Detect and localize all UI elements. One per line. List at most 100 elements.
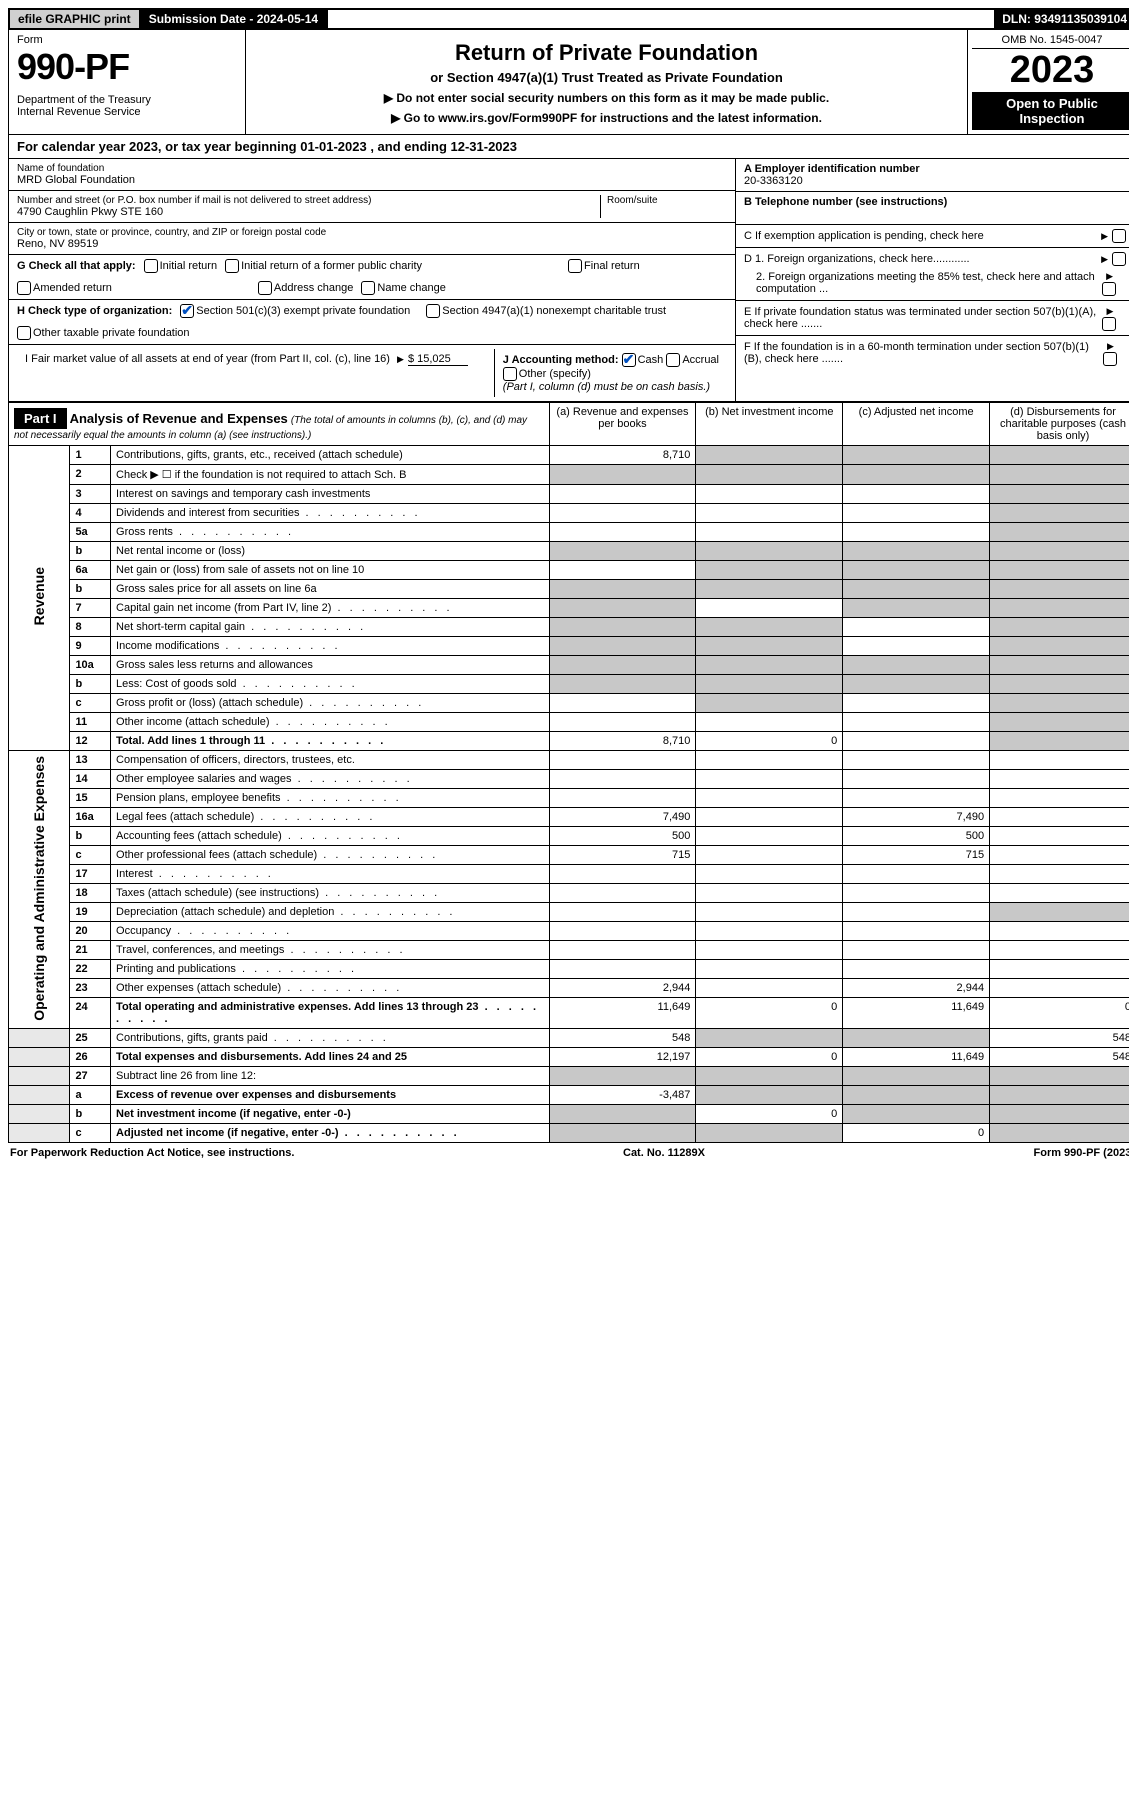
table-row: bLess: Cost of goods sold [9, 675, 1129, 694]
omb-number: OMB No. 1545-0047 [972, 34, 1129, 49]
checkbox-initial-return[interactable] [144, 259, 158, 273]
table-row: 18Taxes (attach schedule) (see instructi… [9, 884, 1129, 903]
checkbox-501c3[interactable] [180, 304, 194, 318]
ein-value: 20-3363120 [744, 175, 1128, 187]
table-row: 9Income modifications [9, 637, 1129, 656]
checkbox-initial-former[interactable] [225, 259, 239, 273]
phone-label: B Telephone number (see instructions) [744, 196, 1128, 208]
table-row: 25Contributions, gifts, grants paid54854… [9, 1029, 1129, 1048]
dln-number: DLN: 93491135039104 [994, 10, 1129, 28]
table-row: bGross sales price for all assets on lin… [9, 580, 1129, 599]
j-cash-label: Cash [638, 354, 664, 366]
g6-label: Name change [377, 282, 446, 294]
part1-badge: Part I [14, 408, 67, 429]
tax-year: 2023 [972, 49, 1129, 92]
j-label: J Accounting method: [503, 354, 619, 366]
address-label: Number and street (or P.O. box number if… [17, 195, 600, 206]
d2-label: 2. Foreign organizations meeting the 85%… [744, 271, 1102, 295]
table-row: 7Capital gain net income (from Part IV, … [9, 599, 1129, 618]
section-i: I Fair market value of all assets at end… [17, 349, 495, 397]
name-label: Name of foundation [17, 163, 727, 174]
section-h: H Check type of organization: Section 50… [9, 300, 735, 345]
city-state-zip: Reno, NV 89519 [17, 238, 727, 250]
d1-label: D 1. Foreign organizations, check here..… [744, 253, 970, 265]
g4-label: Amended return [33, 282, 112, 294]
submission-date: Submission Date - 2024-05-14 [141, 10, 328, 28]
ein-label: A Employer identification number [744, 163, 1128, 175]
j-accrual-label: Accrual [682, 354, 719, 366]
i-label: I Fair market value of all assets at end… [25, 353, 390, 365]
table-row: 2Check ▶ ☐ if the foundation is not requ… [9, 465, 1129, 485]
street-address: 4790 Caughlin Pkwy STE 160 [17, 206, 600, 218]
table-row: cAdjusted net income (if negative, enter… [9, 1124, 1129, 1143]
page-footer: For Paperwork Reduction Act Notice, see … [8, 1143, 1129, 1163]
checkbox-c[interactable] [1112, 229, 1126, 243]
table-row: 16aLegal fees (attach schedule)7,4907,49… [9, 808, 1129, 827]
entity-info: Name of foundation MRD Global Foundation… [8, 159, 1129, 402]
table-row: 24Total operating and administrative exp… [9, 998, 1129, 1029]
checkbox-d1[interactable] [1112, 252, 1126, 266]
table-row: 23Other expenses (attach schedule)2,9442… [9, 979, 1129, 998]
footer-right: Form 990-PF (2023) [1034, 1147, 1129, 1159]
form-number: 990-PF [17, 46, 237, 88]
checkbox-final-return[interactable] [568, 259, 582, 273]
table-row: 21Travel, conferences, and meetings [9, 941, 1129, 960]
table-row: cOther professional fees (attach schedul… [9, 846, 1129, 865]
efile-print-button[interactable]: efile GRAPHIC print [10, 10, 141, 28]
revenue-side-label: Revenue [31, 567, 47, 625]
h2-label: Section 4947(a)(1) nonexempt charitable … [442, 305, 666, 317]
h-label: H Check type of organization: [17, 305, 172, 317]
fmv-value: $ 15,025 [408, 353, 468, 366]
g3-label: Final return [584, 260, 640, 272]
table-row: 14Other employee salaries and wages [9, 770, 1129, 789]
form-title: Return of Private Foundation [252, 40, 961, 66]
foundation-name: MRD Global Foundation [17, 174, 727, 186]
table-row: bNet investment income (if negative, ent… [9, 1105, 1129, 1124]
h1-label: Section 501(c)(3) exempt private foundat… [196, 305, 410, 317]
table-row: 22Printing and publications [9, 960, 1129, 979]
footer-mid: Cat. No. 11289X [623, 1147, 705, 1159]
table-row: 12Total. Add lines 1 through 118,7100 [9, 732, 1129, 751]
checkbox-cash[interactable] [622, 353, 636, 367]
form-subtitle: or Section 4947(a)(1) Trust Treated as P… [252, 70, 961, 85]
col-a-header: (a) Revenue and expenses per books [549, 403, 696, 446]
table-row: 5aGross rents [9, 523, 1129, 542]
table-row: bAccounting fees (attach schedule)500500 [9, 827, 1129, 846]
city-label: City or town, state or province, country… [17, 227, 727, 238]
table-row: 20Occupancy [9, 922, 1129, 941]
room-label: Room/suite [607, 195, 727, 206]
table-row: 3Interest on savings and temporary cash … [9, 485, 1129, 504]
table-row: bNet rental income or (loss) [9, 542, 1129, 561]
part1-title: Analysis of Revenue and Expenses [70, 411, 288, 426]
form-header: Form 990-PF Department of the Treasury I… [8, 30, 1129, 135]
table-row: Revenue 1Contributions, gifts, grants, e… [9, 446, 1129, 465]
table-row: 17Interest [9, 865, 1129, 884]
g2-label: Initial return of a former public charit… [241, 260, 422, 272]
c-label: C If exemption application is pending, c… [744, 230, 984, 242]
advisory-link[interactable]: ▶ Go to www.irs.gov/Form990PF for instru… [252, 111, 961, 125]
col-c-header: (c) Adjusted net income [843, 403, 990, 446]
table-row: cGross profit or (loss) (attach schedule… [9, 694, 1129, 713]
table-row: 6aNet gain or (loss) from sale of assets… [9, 561, 1129, 580]
table-row: 19Depreciation (attach schedule) and dep… [9, 903, 1129, 922]
expenses-side-label: Operating and Administrative Expenses [31, 756, 47, 1021]
table-row: aExcess of revenue over expenses and dis… [9, 1086, 1129, 1105]
h3-label: Other taxable private foundation [33, 327, 190, 339]
checkbox-other-taxable[interactable] [17, 326, 31, 340]
table-row: 15Pension plans, employee benefits [9, 789, 1129, 808]
checkbox-accrual[interactable] [666, 353, 680, 367]
checkbox-other-method[interactable] [503, 367, 517, 381]
checkbox-e[interactable] [1102, 317, 1116, 331]
checkbox-f[interactable] [1103, 352, 1117, 366]
checkbox-address-change[interactable] [258, 281, 272, 295]
e-label: E If private foundation status was termi… [744, 306, 1102, 330]
table-row: 8Net short-term capital gain [9, 618, 1129, 637]
calendar-year-row: For calendar year 2023, or tax year begi… [8, 135, 1129, 159]
checkbox-d2[interactable] [1102, 282, 1116, 296]
checkbox-4947a1[interactable] [426, 304, 440, 318]
checkbox-amended[interactable] [17, 281, 31, 295]
col-d-header: (d) Disbursements for charitable purpose… [990, 403, 1129, 446]
table-row: Operating and Administrative Expenses 13… [9, 751, 1129, 770]
table-row: 11Other income (attach schedule) [9, 713, 1129, 732]
checkbox-name-change[interactable] [361, 281, 375, 295]
